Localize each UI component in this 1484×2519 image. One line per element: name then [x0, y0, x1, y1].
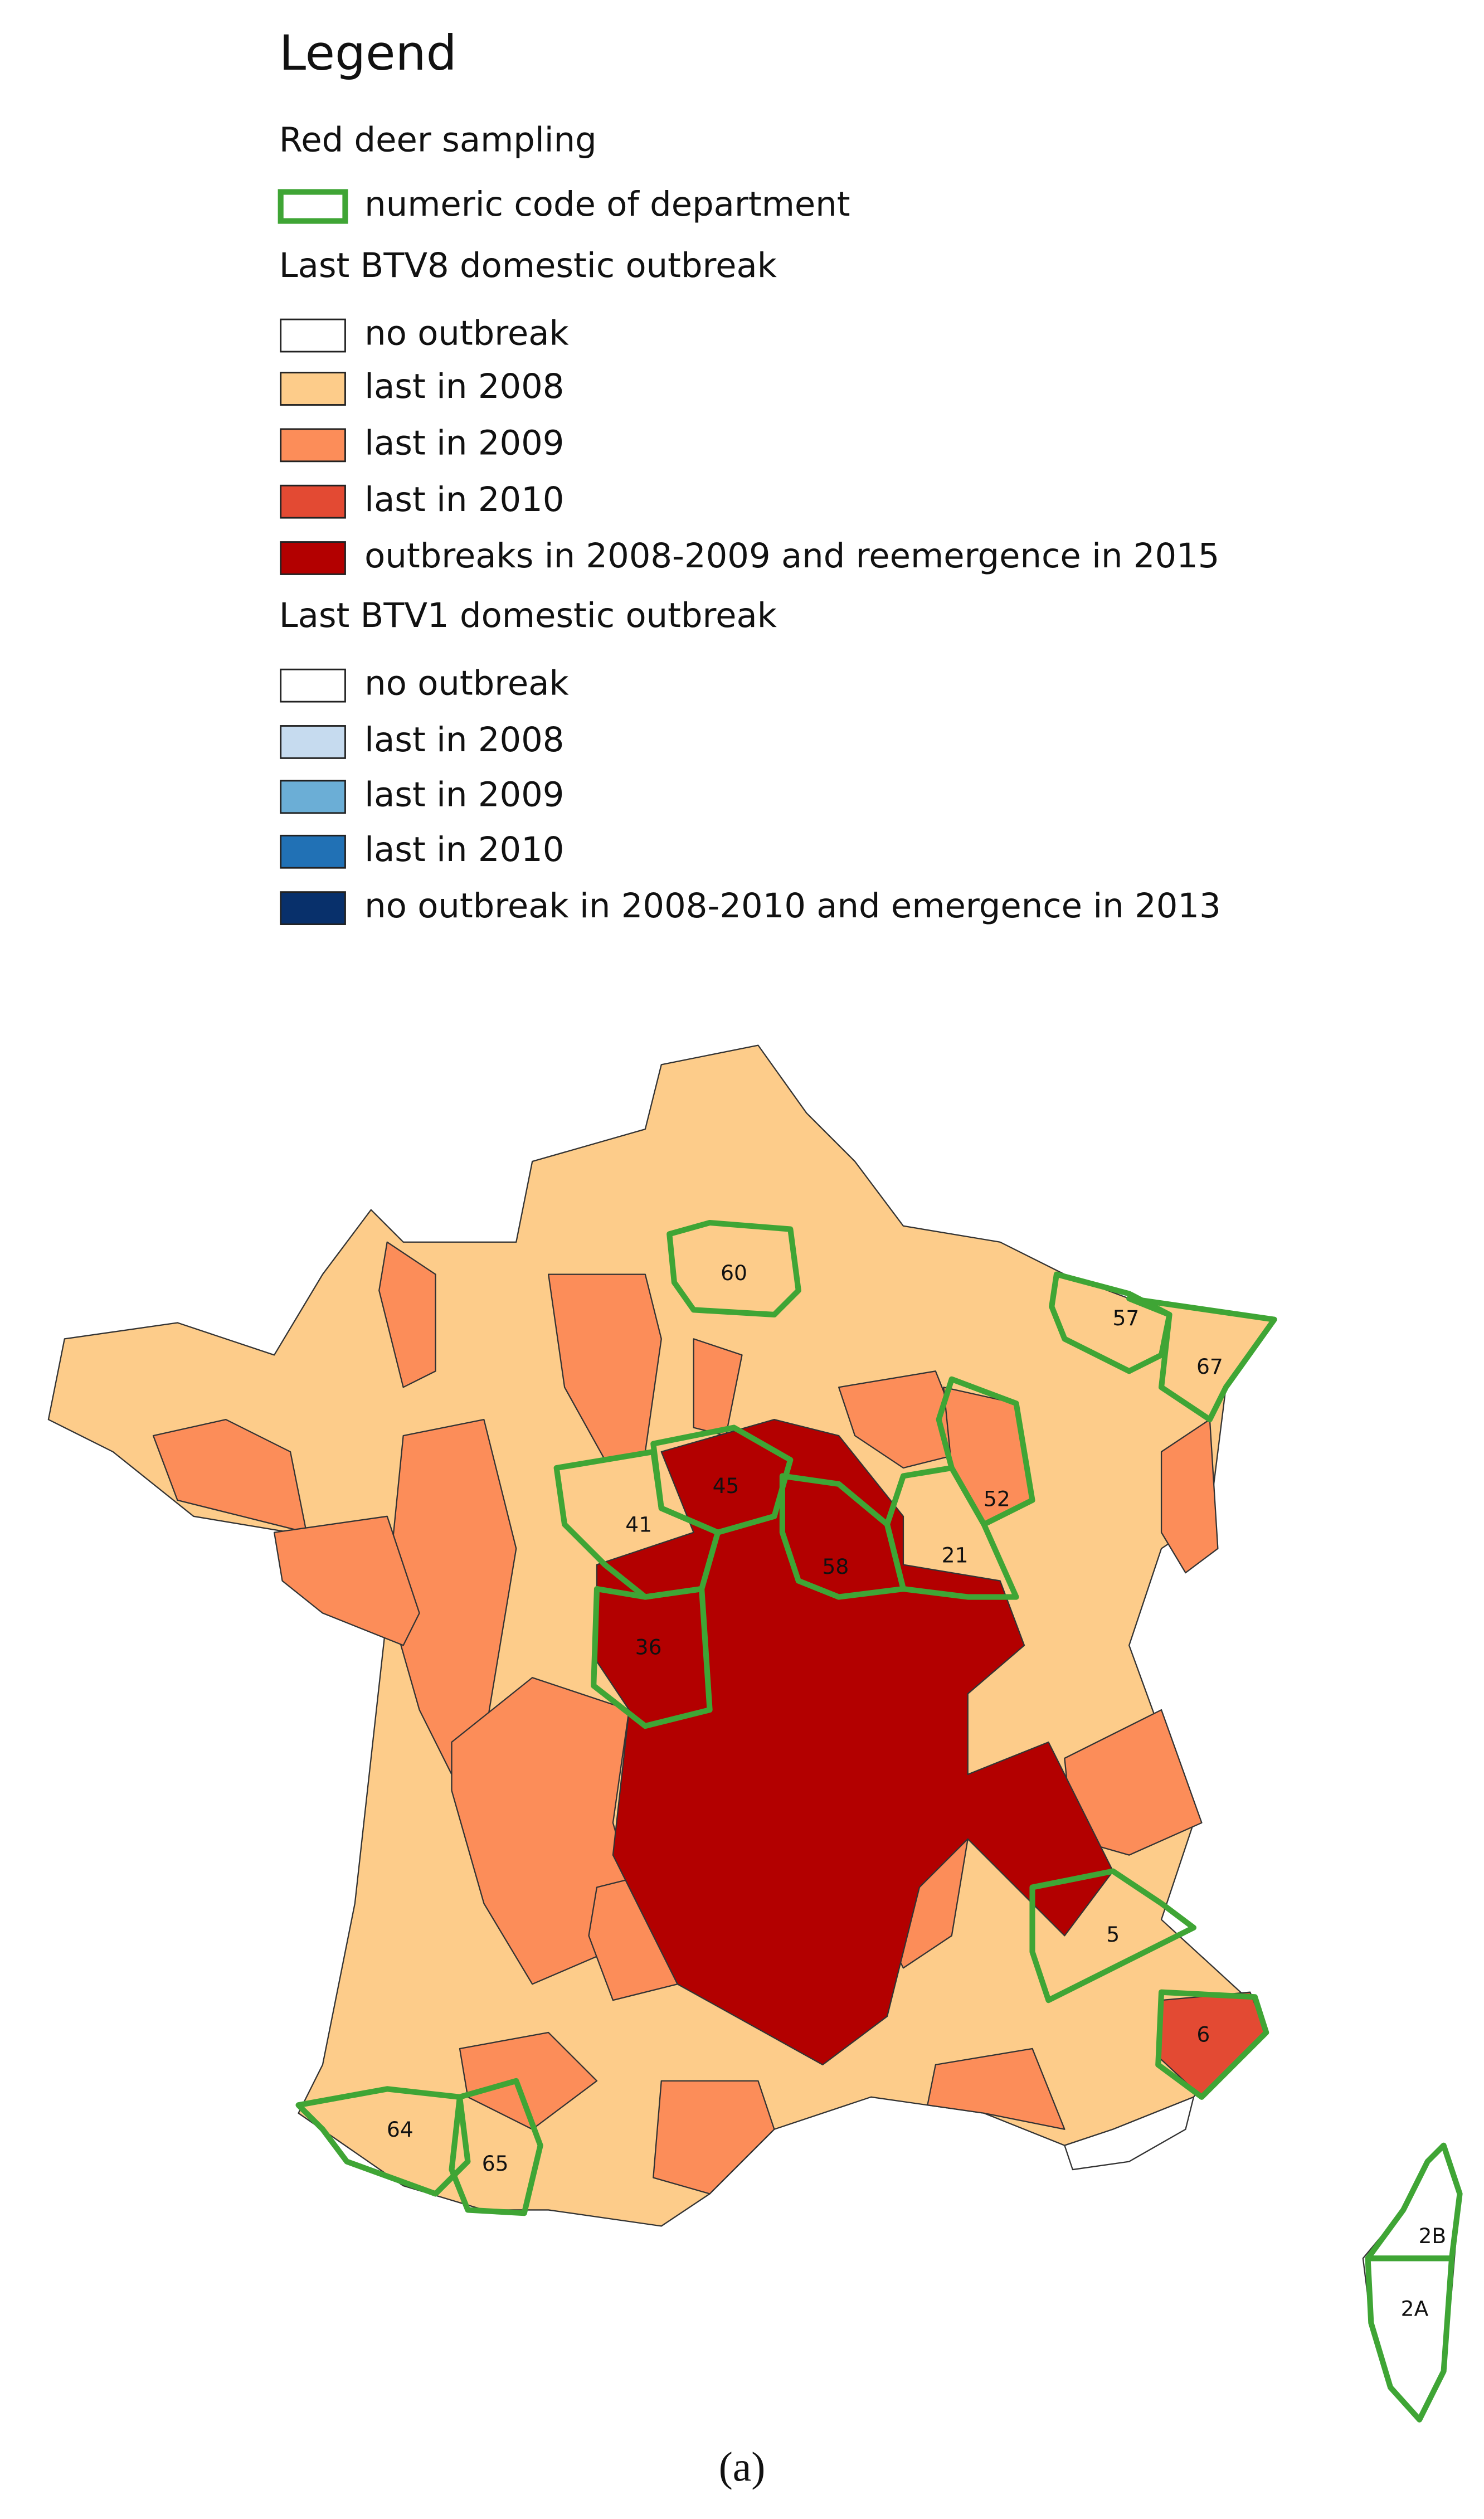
legend-title: Legend [279, 25, 457, 81]
legend-swatch [280, 834, 346, 869]
department-code: 52 [984, 1486, 1010, 1511]
department [1160, 1418, 1219, 1574]
legend-swatch [280, 780, 346, 814]
department [378, 1241, 436, 1388]
sampled-department [666, 1219, 801, 1318]
legend-swatch [280, 725, 346, 759]
legend-label: numeric code of department [364, 185, 850, 224]
department [459, 2031, 598, 2130]
legend-label: last in 2010 [364, 480, 564, 519]
department [1362, 2144, 1461, 2420]
legend-label: no outbreak in 2008-2010 and emergence i… [364, 887, 1221, 926]
department [1064, 2096, 1195, 2171]
sampled-department [1029, 1868, 1197, 2003]
department [927, 2048, 1065, 2130]
legend-swatch [280, 484, 346, 519]
department-code: 5 [1106, 1922, 1120, 1947]
legend-swatch [280, 428, 346, 463]
sampled-department [295, 2086, 471, 2197]
department-code: 65 [482, 2151, 509, 2176]
legend-label: outbreaks in 2008-2009 and reemergence i… [364, 537, 1219, 576]
legend-label: last in 2008 [364, 721, 564, 760]
legend-swatch [278, 189, 348, 224]
legend-label: last in 2009 [364, 775, 564, 814]
department-code: 58 [822, 1554, 849, 1579]
legend-swatch [280, 891, 346, 925]
legend-label: no outbreak [364, 664, 569, 703]
department-code: 60 [721, 1261, 747, 1285]
legend-group-title: Last BTV8 domestic outbreak [279, 246, 777, 285]
department-code: 21 [942, 1543, 969, 1568]
department [273, 1515, 420, 1646]
sampled-department [1126, 1295, 1277, 1423]
sampled-department [591, 1586, 713, 1729]
department-code: 2A [1401, 2296, 1429, 2321]
sampled-department [779, 1473, 907, 1600]
department-code: 36 [635, 1635, 662, 1660]
legend-label: last in 2008 [364, 367, 564, 406]
map: 60 57 67 52 21 45 58 41 36 5 6 64 65 2B 2A [47, 1044, 1463, 2423]
department-code: 45 [713, 1474, 739, 1498]
legend-group-title: Red deer sampling [279, 120, 597, 159]
department [596, 1418, 1114, 2066]
legend-group-title: Last BTV1 domestic outbreak [279, 596, 777, 635]
legend-swatch [280, 318, 346, 353]
sampled-department [449, 2078, 543, 2216]
sampled-department [1365, 2255, 1455, 2423]
department-code: 57 [1112, 1306, 1139, 1330]
legend-swatch [280, 668, 346, 703]
legend-label: no outbreak [364, 314, 569, 353]
department-code: 64 [387, 2117, 413, 2142]
department-code: 41 [625, 1513, 652, 1537]
legend-swatch [280, 372, 346, 406]
legend-swatch [280, 541, 346, 575]
legend-label: last in 2010 [364, 830, 564, 869]
department-code: 6 [1196, 2022, 1210, 2046]
legend-label: last in 2009 [364, 424, 564, 463]
department-code: 2B [1418, 2224, 1446, 2248]
sampled-department [1155, 1989, 1269, 2100]
caption: (a) [719, 2444, 766, 2491]
department [653, 2080, 775, 2195]
department [838, 1370, 969, 1469]
department-code: 67 [1196, 1354, 1223, 1379]
